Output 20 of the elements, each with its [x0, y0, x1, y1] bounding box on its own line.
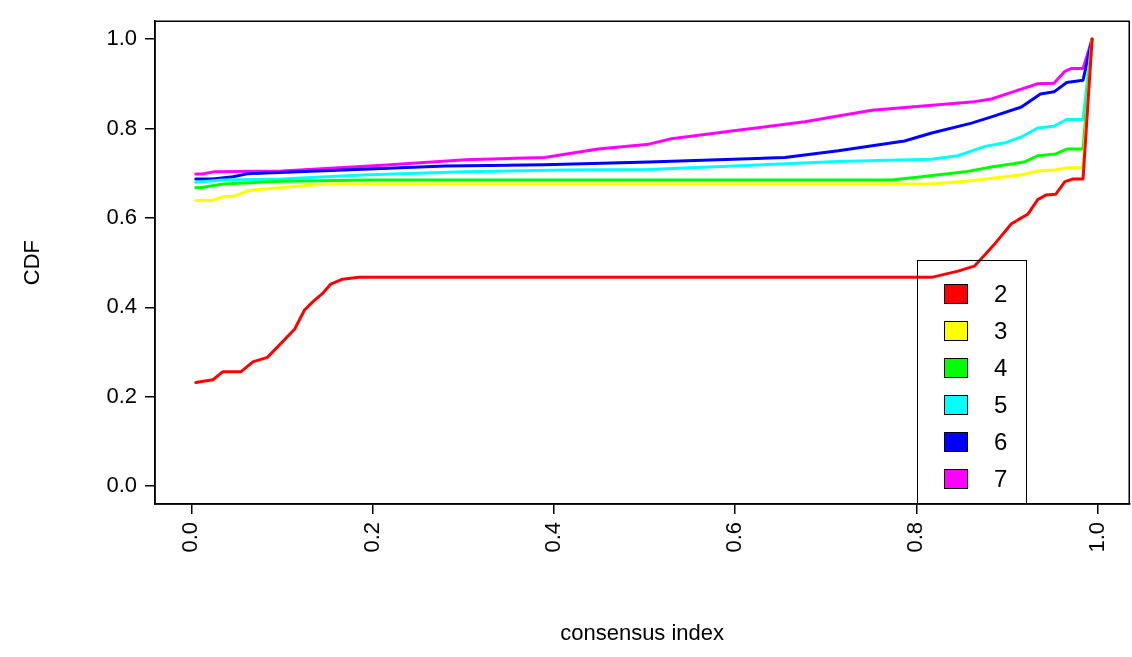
x-tick-label: 0.6: [721, 522, 747, 553]
x-axis-title: consensus index: [560, 619, 725, 645]
y-tick-label: 0.2: [106, 382, 137, 408]
y-tick-label: 0.8: [106, 114, 137, 140]
legend-label: 2: [994, 279, 1008, 308]
x-tick-label: 1.0: [1083, 522, 1109, 553]
y-axis-title: CDF: [19, 239, 45, 286]
legend-label: 5: [994, 390, 1008, 419]
legend-label: 7: [994, 464, 1008, 493]
x-tick-label: 0.2: [358, 522, 384, 553]
legend-label: 4: [994, 353, 1008, 382]
y-tick-label: 0.6: [106, 203, 137, 229]
legend-label: 6: [994, 427, 1008, 456]
y-tick-label: 1.0: [106, 25, 137, 51]
legend-label: 3: [994, 316, 1008, 345]
y-tick-label: 0.4: [106, 293, 137, 319]
y-tick-label: 0.0: [106, 472, 137, 498]
x-tick-label: 0.4: [539, 522, 565, 553]
x-tick-label: 0.8: [902, 522, 928, 553]
x-tick-label: 0.0: [177, 522, 203, 553]
